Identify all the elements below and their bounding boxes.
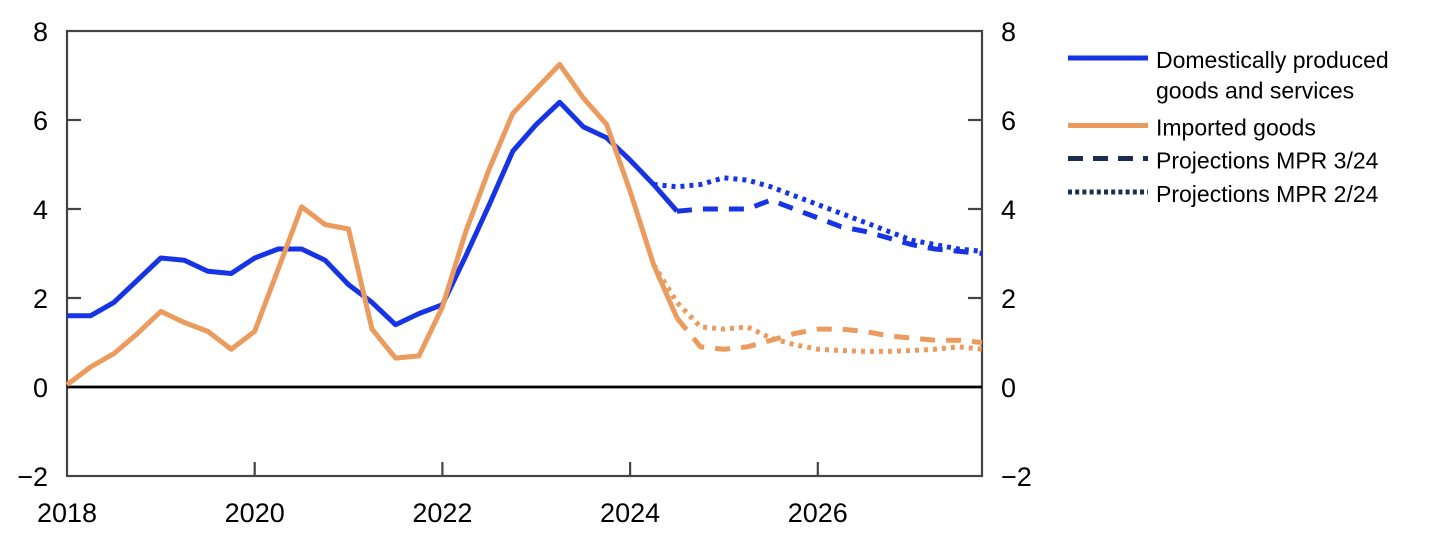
y-axis-label-left-2: 2 bbox=[33, 284, 48, 314]
series-imported bbox=[65, 61, 680, 387]
legend-label-domestic-line1: Domestically produced bbox=[1156, 47, 1389, 73]
series-domestic-mpr-3-24 bbox=[676, 197, 983, 256]
x-axis-label-2018: 2018 bbox=[37, 498, 97, 528]
y-axis-label-left--2: −2 bbox=[17, 462, 48, 492]
x-axis-label-2024: 2024 bbox=[600, 498, 660, 528]
x-axis-label-2020: 2020 bbox=[225, 498, 285, 528]
y-axis-label-left-0: 0 bbox=[33, 373, 48, 403]
series-domestic-mpr-2-24 bbox=[653, 175, 983, 254]
legend-label-imported: Imported goods bbox=[1156, 115, 1316, 141]
series-imported-mpr-2-24 bbox=[651, 263, 983, 354]
y-axis-label-left-6: 6 bbox=[33, 106, 48, 136]
y-axis-label-left-8: 8 bbox=[33, 17, 48, 47]
x-axis-label-2022: 2022 bbox=[412, 498, 472, 528]
legend-item-mpr-3-24: Projections MPR 3/24 bbox=[1068, 148, 1379, 174]
series-imported-mpr-3-24 bbox=[675, 316, 983, 352]
y-axis-label-right-2: 2 bbox=[1001, 284, 1016, 314]
y-axis-label-right-6: 6 bbox=[1001, 106, 1016, 136]
legend-item-mpr-2-24: Projections MPR 2/24 bbox=[1068, 181, 1379, 207]
y-axis-label-right-4: 4 bbox=[1001, 195, 1016, 225]
y-axis-label-right-0: 0 bbox=[1001, 373, 1016, 403]
series-domestic bbox=[67, 99, 679, 328]
legend-item-imported: Imported goods bbox=[1068, 115, 1316, 141]
legend: Domestically produced goods and services I… bbox=[1068, 47, 1389, 207]
legend-item-domestic: Domestically produced goods and services bbox=[1068, 47, 1389, 104]
y-axis-label-right-8: 8 bbox=[1001, 17, 1016, 47]
y-axis-label-left-4: 4 bbox=[33, 195, 48, 225]
legend-label-mpr-3-24: Projections MPR 3/24 bbox=[1156, 148, 1379, 174]
y-axis-label-right--2: −2 bbox=[1001, 462, 1032, 492]
legend-label-domestic-line2: goods and services bbox=[1156, 78, 1354, 104]
x-axis-label-2026: 2026 bbox=[788, 498, 848, 528]
legend-label-mpr-2-24: Projections MPR 2/24 bbox=[1156, 181, 1379, 207]
